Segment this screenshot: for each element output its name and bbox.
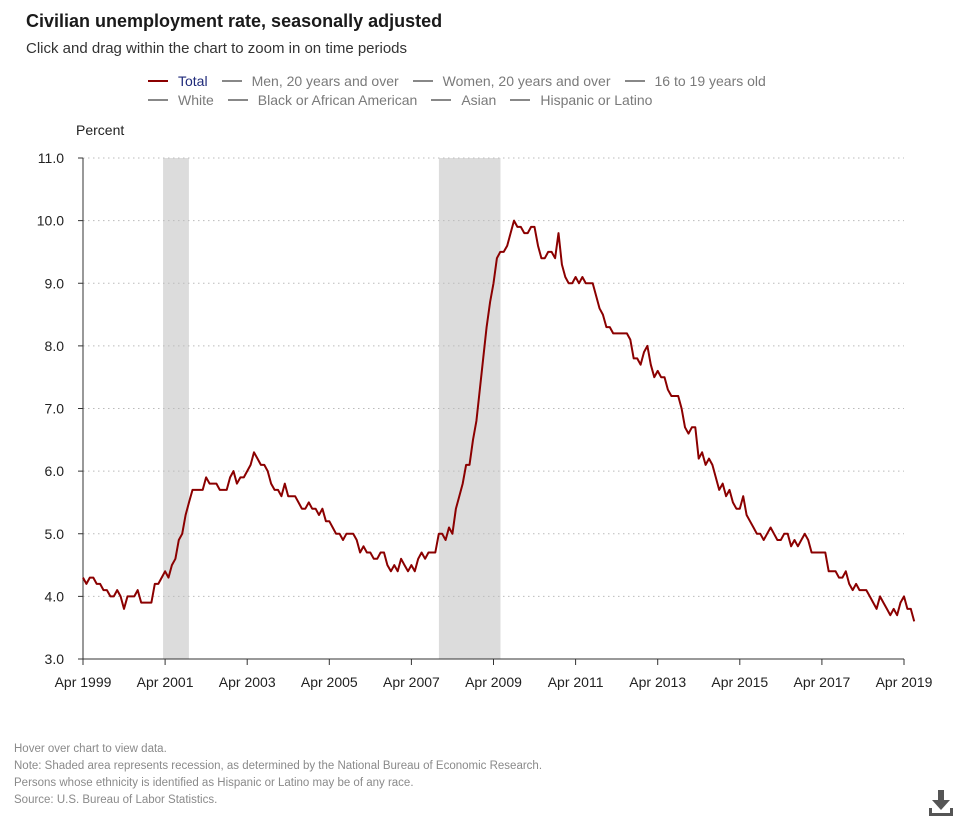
x-tick-label: Apr 2001 [137, 674, 194, 690]
x-tick-label: Apr 1999 [55, 674, 112, 690]
legend-swatch-men [221, 80, 242, 82]
legend-item-teens[interactable]: 16 to 19 years old [624, 73, 766, 89]
x-tick-label: Apr 2017 [793, 674, 850, 690]
legend-row-2: White Black or African American Asian Hi… [148, 92, 666, 108]
recession-band [163, 158, 189, 659]
y-tick-label: 9.0 [45, 275, 65, 291]
chart-subtitle: Click and drag within the chart to zoom … [26, 40, 408, 57]
legend-item-asian[interactable]: Asian [431, 92, 496, 108]
note-recession: Note: Shaded area represents recession, … [14, 760, 543, 772]
legend-label: Hispanic or Latino [540, 92, 653, 108]
legend-label: Black or African American [257, 92, 418, 108]
series-line-total [82, 219, 916, 622]
x-tick-label: Apr 2015 [711, 674, 768, 690]
y-axis-label: Percent [76, 122, 125, 138]
legend-label: Asian [461, 92, 497, 108]
legend-label: Total [178, 73, 208, 89]
legend-label: Women, 20 years and over [442, 73, 611, 89]
x-tick-label: Apr 2011 [548, 674, 604, 690]
y-tick-label: 5.0 [45, 526, 65, 542]
x-tick-label: Apr 2013 [629, 674, 686, 690]
legend-item-white[interactable]: White [148, 92, 214, 108]
y-tick-label: 3.0 [45, 651, 65, 667]
legend-swatch-black [227, 99, 248, 101]
chart-notes: Hover over chart to view data. Note: Sha… [14, 741, 542, 809]
legend-item-women[interactable]: Women, 20 years and over [412, 73, 611, 89]
y-tick-label: 10.0 [37, 213, 64, 229]
legend-swatch-asian [431, 99, 452, 101]
legend-item-hispanic[interactable]: Hispanic or Latino [510, 92, 652, 108]
x-tick-label: Apr 2009 [465, 674, 522, 690]
note-hover: Hover over chart to view data. [14, 743, 167, 755]
y-tick-label: 7.0 [45, 401, 65, 417]
legend-swatch-hispanic [510, 99, 531, 101]
x-tick-label: Apr 2003 [219, 674, 276, 690]
legend-item-total[interactable]: Total [148, 73, 208, 89]
x-tick-label: Apr 2005 [301, 674, 358, 690]
legend-swatch-teens [624, 80, 645, 82]
download-icon [929, 790, 953, 816]
legend-swatch-total [148, 80, 168, 82]
legend-label: Men, 20 years and over [251, 73, 399, 89]
legend-item-men[interactable]: Men, 20 years and over [221, 73, 399, 89]
legend-swatch-women [412, 80, 433, 82]
legend-row-1: Total Men, 20 years and over Women, 20 y… [148, 73, 780, 89]
y-tick-label: 6.0 [45, 463, 65, 479]
note-source: Source: U.S. Bureau of Labor Statistics. [14, 794, 218, 806]
download-button[interactable] [928, 788, 954, 818]
legend-item-black[interactable]: Black or African American [227, 92, 418, 108]
chart-plot-area[interactable]: 3.0 4.0 5.0 6.0 7.0 8.0 9.0 10.0 11.0 Apr 1999 Apr… [0, 0, 960, 700]
chart-title: Civilian unemployment rate, seasonally a… [26, 11, 443, 31]
note-hispanic: Persons whose ethnicity is identified as… [14, 777, 414, 789]
x-tick-label: Apr 2007 [383, 674, 440, 690]
x-tick-label: Apr 2019 [876, 674, 933, 690]
legend-label: 16 to 19 years old [654, 73, 766, 89]
legend-label: White [178, 92, 214, 108]
y-tick-label: 11.0 [38, 150, 64, 166]
y-tick-label: 4.0 [45, 588, 65, 604]
y-tick-label: 8.0 [45, 338, 65, 354]
legend-swatch-white [148, 99, 168, 101]
